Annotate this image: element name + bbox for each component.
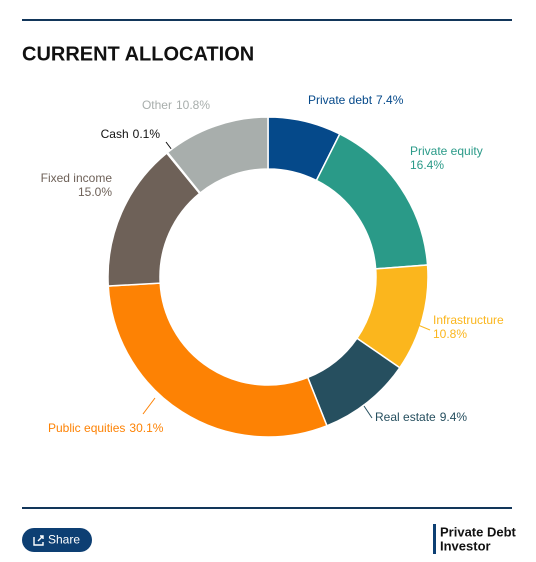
- segment-label: Fixed income: [41, 171, 113, 185]
- value-label: 7.4%: [376, 93, 404, 107]
- value-label: 10.8%: [176, 98, 210, 112]
- brand-text: Private Debt: [440, 524, 517, 539]
- segment-label: Other 10.8%: [142, 98, 210, 112]
- share-icon[interactable]: [33, 535, 44, 546]
- segment-label: Private debt 7.4%: [308, 93, 404, 107]
- segment-label: Infrastructure: [433, 313, 504, 327]
- share-label[interactable]: Share: [48, 533, 80, 547]
- brand-bar: [433, 524, 436, 554]
- chart-title: CURRENT ALLOCATION: [22, 43, 254, 65]
- share-button[interactable]: Share: [22, 528, 92, 552]
- value-label: 30.1%: [129, 421, 163, 435]
- leader-line: [363, 405, 373, 419]
- value-label: 9.4%: [440, 410, 468, 424]
- segment-label: Public equities 30.1%: [48, 421, 164, 435]
- leader-line: [142, 397, 156, 415]
- leader-line: [417, 324, 431, 331]
- brand-text: Investor: [440, 538, 491, 553]
- value-label: 10.8%: [433, 327, 467, 341]
- donut-segment: [166, 116, 269, 194]
- donut-segment: [107, 282, 328, 438]
- segment-label: Cash: [101, 127, 129, 141]
- value-label: 16.4%: [410, 158, 444, 172]
- share-button-bg[interactable]: [22, 528, 92, 552]
- value-label: 15.0%: [78, 185, 112, 199]
- segment-label: Private equity: [410, 144, 483, 158]
- segment-label: Public equities: [48, 421, 125, 435]
- segment-label: Private debt: [308, 93, 373, 107]
- segment-label: Real estate: [375, 410, 436, 424]
- segment-label: Other: [142, 98, 172, 112]
- value-label: 0.1%: [133, 127, 161, 141]
- segment-label: Real estate 9.4%: [375, 410, 467, 424]
- leader-line: [165, 141, 173, 151]
- segment-label: Cash 0.1%: [101, 127, 161, 141]
